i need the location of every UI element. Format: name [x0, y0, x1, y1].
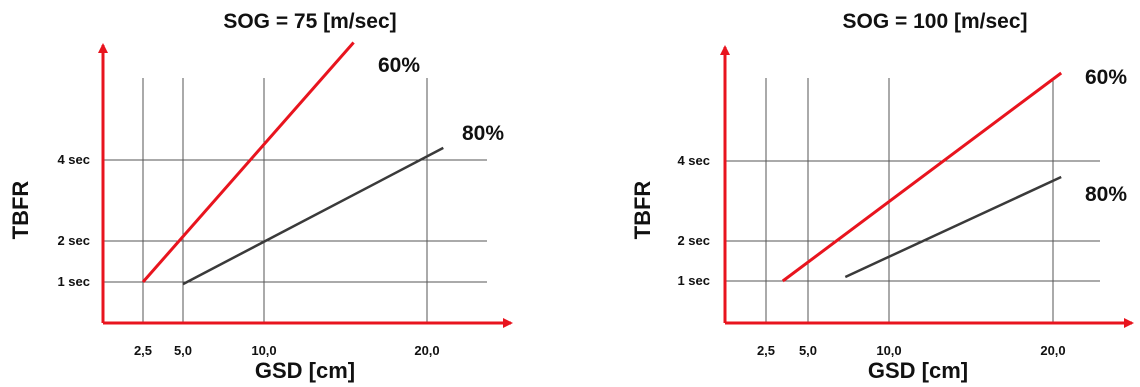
series-line-80pct: [844, 175, 1062, 279]
x-tick-label: 5,0: [174, 343, 192, 358]
y-tick-label: 1 sec: [57, 274, 90, 289]
x-tick-label: 5,0: [799, 343, 817, 358]
series-label: 80%: [1085, 183, 1127, 206]
y-tick-label: 4 sec: [677, 153, 710, 168]
chart-title: SOG = 75 [m/sec]: [223, 10, 396, 33]
chart-panel-1: SOG = 75 [m/sec] 2,5 5,0 10,0 20,0 1 sec 2 sec…: [8, 10, 513, 383]
series-label: 80%: [462, 122, 504, 145]
x-tick-label: 10,0: [251, 343, 276, 358]
x-tick-label: 20,0: [414, 343, 439, 358]
series-line-60pct: [141, 41, 355, 283]
y-tick-label: 2 sec: [57, 233, 90, 248]
chart-panel-2: SOG = 100 [m/sec] 2,5 5,0 10,0 20,0 1 sec 2 se…: [630, 10, 1134, 383]
y-tick-label: 1 sec: [677, 273, 710, 288]
y-axis-label: TBFR: [630, 181, 655, 240]
x-tick-label: 2,5: [757, 343, 775, 358]
y-tick-label: 2 sec: [677, 233, 710, 248]
x-tick-label: 2,5: [134, 343, 152, 358]
x-axis-label: GSD [cm]: [255, 358, 355, 383]
series-label: 60%: [1085, 66, 1127, 89]
x-tick-label: 20,0: [1040, 343, 1065, 358]
series-label: 60%: [378, 54, 420, 77]
series-line-60pct: [781, 71, 1063, 283]
y-tick-label: 4 sec: [57, 152, 90, 167]
x-axis-label: GSD [cm]: [868, 358, 968, 383]
y-axis-label: TBFR: [8, 181, 33, 240]
x-tick-label: 10,0: [876, 343, 901, 358]
chart-title: SOG = 100 [m/sec]: [842, 10, 1027, 33]
series-line-80pct: [182, 146, 444, 286]
